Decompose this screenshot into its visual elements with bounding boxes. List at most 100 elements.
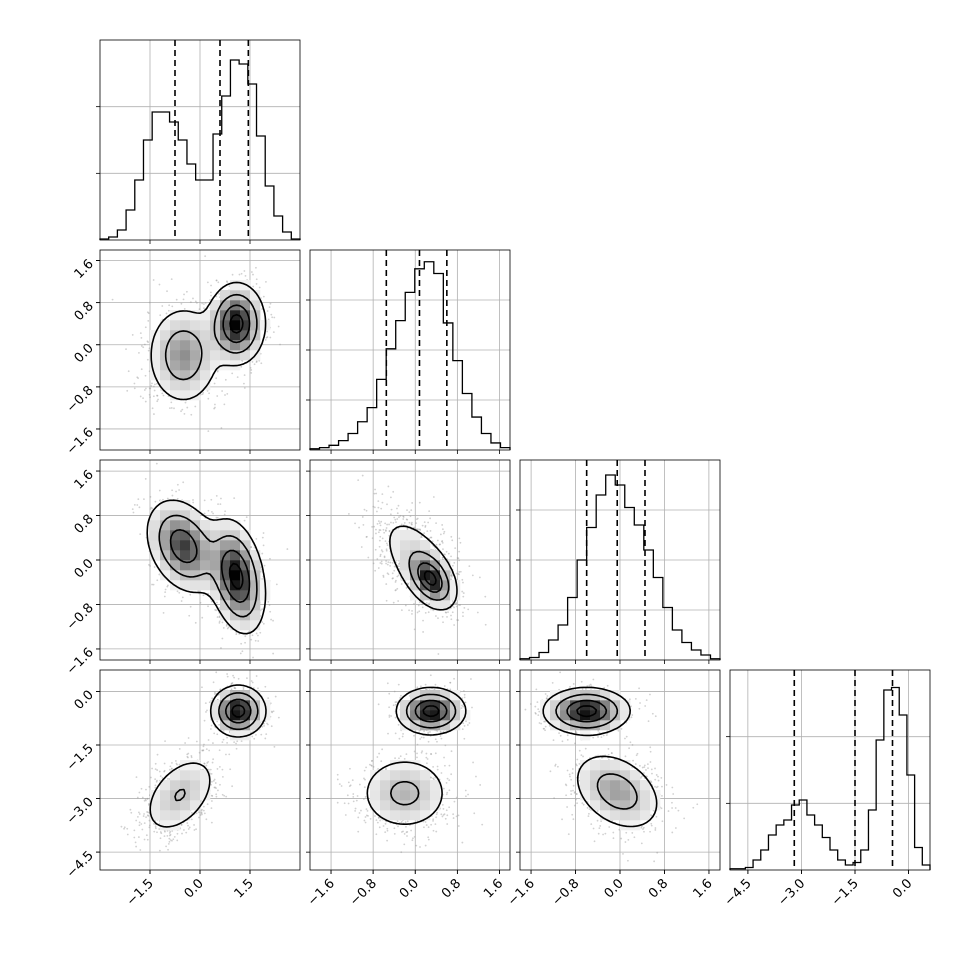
sample-point (139, 533, 142, 536)
sample-point (147, 349, 150, 352)
sample-point (267, 318, 270, 321)
sample-point (402, 515, 405, 518)
sample-point (380, 549, 383, 552)
sample-point (203, 307, 205, 310)
sample-point (201, 393, 204, 396)
sample-point (146, 358, 149, 361)
density-cell (160, 510, 171, 521)
histogram-step (729, 686, 931, 870)
sample-point (403, 522, 406, 524)
sample-point (424, 526, 427, 528)
sample-point (152, 279, 155, 281)
sample-point (379, 535, 382, 538)
sample-point (152, 385, 155, 388)
sample-point (156, 831, 158, 834)
sample-point (374, 488, 376, 491)
density-cell (180, 540, 191, 551)
sample-point (156, 579, 159, 582)
sample-point (223, 403, 226, 406)
sample-point (382, 528, 385, 531)
histogram-param-2 (306, 249, 511, 454)
sample-point (162, 394, 165, 397)
sample-point (156, 394, 158, 397)
sample-point (202, 594, 205, 597)
sample-point (261, 308, 263, 311)
sample-point (151, 767, 154, 770)
sample-point (402, 518, 405, 520)
sample-point (224, 510, 227, 513)
sample-point (385, 548, 388, 551)
sample-point (455, 605, 458, 608)
sample-point (224, 394, 226, 396)
sample-point (149, 387, 152, 390)
sample-point (363, 508, 366, 511)
sample-point (210, 291, 212, 294)
sample-point (151, 382, 153, 385)
density-cell (230, 540, 241, 551)
sample-point (221, 621, 224, 624)
density-cell (250, 590, 261, 601)
sample-point (211, 795, 214, 797)
density-cell (190, 370, 201, 381)
density-cell (190, 330, 201, 341)
sample-point (362, 523, 365, 526)
sample-point (189, 593, 192, 596)
sample-point (378, 545, 381, 548)
sample-point (374, 548, 377, 551)
sample-point (255, 361, 258, 363)
sample-point (392, 601, 395, 604)
sample-point (265, 336, 268, 339)
sample-point (236, 376, 239, 379)
sample-point (202, 391, 205, 394)
sample-point (198, 751, 201, 754)
sample-point (164, 591, 167, 594)
sample-point (245, 516, 248, 519)
sample-point (146, 311, 149, 314)
sample-point (269, 610, 272, 613)
histogram-param-4 (726, 669, 931, 874)
sample-point (176, 497, 179, 500)
sample-point (219, 783, 221, 786)
sample-point (238, 273, 241, 276)
sample-point (386, 572, 389, 575)
sample-point (453, 606, 455, 609)
sample-point (387, 485, 390, 488)
sample-point (226, 392, 229, 395)
sample-point (380, 560, 383, 563)
sample-point (422, 619, 424, 622)
sample-point (168, 840, 171, 843)
sample-point (250, 372, 253, 374)
sample-point (413, 628, 416, 631)
sample-point (196, 301, 198, 304)
sample-point (252, 656, 254, 659)
density-cell (250, 580, 261, 591)
sample-point (385, 527, 388, 529)
density-cell (190, 350, 201, 361)
density-shading (390, 530, 461, 611)
sample-point (255, 283, 258, 285)
density-cell (160, 330, 171, 341)
sample-point (187, 737, 190, 739)
sample-point (430, 536, 433, 539)
sample-point (220, 497, 222, 500)
sample-point (183, 308, 186, 310)
sample-point (159, 314, 162, 317)
sample-point (394, 518, 397, 521)
sample-point (163, 762, 166, 765)
sample-point (154, 762, 157, 765)
sample-point (397, 574, 400, 577)
sample-point (425, 601, 428, 604)
sample-point (271, 316, 274, 319)
sample-point (206, 281, 209, 284)
sample-point (456, 557, 459, 559)
sample-point (379, 524, 382, 527)
sample-point (442, 548, 444, 551)
density-cell (220, 520, 231, 531)
sample-point (435, 615, 437, 617)
sample-point (386, 544, 389, 547)
density-cell (230, 350, 241, 361)
sample-point (409, 515, 412, 518)
density-cell (170, 340, 181, 351)
density-cell (150, 520, 161, 531)
